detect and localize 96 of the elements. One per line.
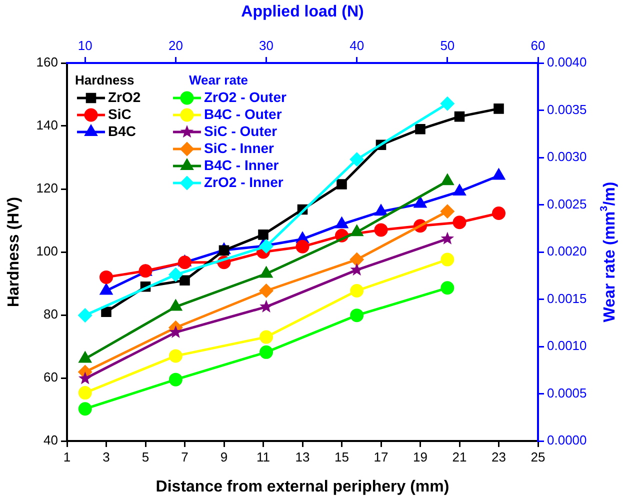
point [374,223,388,237]
x-tick-label: 5 [142,449,150,464]
x-tick-label: 40 [350,38,364,53]
y-tick-label: 0.0025 [547,196,587,212]
point [296,240,310,254]
y-axis-title: Hardness (HV) [5,196,22,308]
y-tick-label: 160 [36,54,58,70]
x-tick-label: 3 [102,449,110,464]
point [178,256,192,270]
point [440,281,454,295]
point [453,184,466,196]
point [180,275,190,286]
point [350,225,363,236]
y-tick-label: 60 [44,370,58,385]
point [492,206,506,220]
point [78,386,92,400]
x-tick-label: 13 [295,449,310,464]
point [440,96,454,110]
point [350,284,364,298]
x-tick-label: 17 [374,449,388,464]
point [78,308,92,322]
point [78,372,92,384]
point [260,345,274,359]
y-tick-label: 0.0010 [547,338,587,354]
y-tick-label: 0.0020 [547,244,587,259]
legend-label: B4C - Inner [204,156,280,173]
point [415,124,426,134]
legend-label: SiC - Outer [204,122,278,139]
x-tick-label: 25 [530,449,546,464]
y-tick-label: 0.0000 [547,432,587,448]
y-tick-label: 0.0030 [547,149,587,164]
x-tick-label: 10 [78,38,92,53]
point [452,216,466,230]
point [492,169,505,180]
point [440,204,454,218]
x-tick-label: 19 [413,449,428,464]
x-tick-label: 20 [168,38,183,53]
point [260,240,274,254]
point [100,270,113,284]
y-tick-label: 0.0005 [547,385,587,400]
point [78,402,92,416]
point [260,330,274,344]
y-tick-label: 100 [36,244,58,259]
point [441,174,454,186]
x-tick-label: 60 [530,38,546,53]
point [454,111,465,122]
point [101,306,112,317]
point [218,245,230,256]
y-tick-label: 0.0015 [547,290,587,306]
point [336,179,347,190]
x-axis-title: Applied load (N) [241,3,364,20]
x-tick-label: 11 [256,449,270,464]
point [336,218,348,228]
y-tick-label: 140 [36,118,58,133]
y-tick-label: 40 [44,432,58,448]
x-tick-label: 15 [334,449,349,464]
point [168,268,182,282]
legend-label: SiC [108,106,132,122]
point [168,349,182,363]
point [350,308,364,322]
point [100,284,112,295]
point [350,252,364,266]
point [260,284,274,298]
point [170,300,182,311]
x-tick-label: 23 [492,449,506,464]
point [258,230,268,240]
y-axis-title: Wear rate (mm3/m) [598,182,618,322]
legend-label: ZrO2 - Inner [204,174,284,190]
point [414,197,426,208]
x-tick-label: 21 [452,449,467,464]
legend-label: ZrO2 [108,88,141,105]
y-tick-label: 120 [36,180,58,196]
x-tick-label: 1 [63,449,71,464]
point [260,266,272,278]
y-tick-label: 0.0040 [547,54,587,70]
legend-title: Wear rate [189,72,248,88]
point [168,372,182,386]
point [374,204,388,216]
legend-label: B4C [108,122,136,139]
point [440,232,454,244]
point [260,300,273,312]
point [350,152,364,166]
point [440,252,454,266]
legend-label: B4C - Outer [204,106,282,122]
y-tick-label: 0.0035 [547,102,587,117]
x-tick-label: 30 [259,38,274,53]
x-tick-label: 50 [440,38,455,53]
point [494,104,504,114]
legend-title: Hardness [75,72,134,88]
legend-label: SiC - Inner [204,140,275,156]
x-tick-label: 9 [220,449,228,464]
point [79,352,92,363]
x-tick-label: 7 [181,449,188,464]
x-axis-title: Distance from external periphery (mm) [156,478,450,496]
y-tick-label: 80 [44,306,58,322]
legend-label: ZrO2 - Outer [204,88,288,105]
